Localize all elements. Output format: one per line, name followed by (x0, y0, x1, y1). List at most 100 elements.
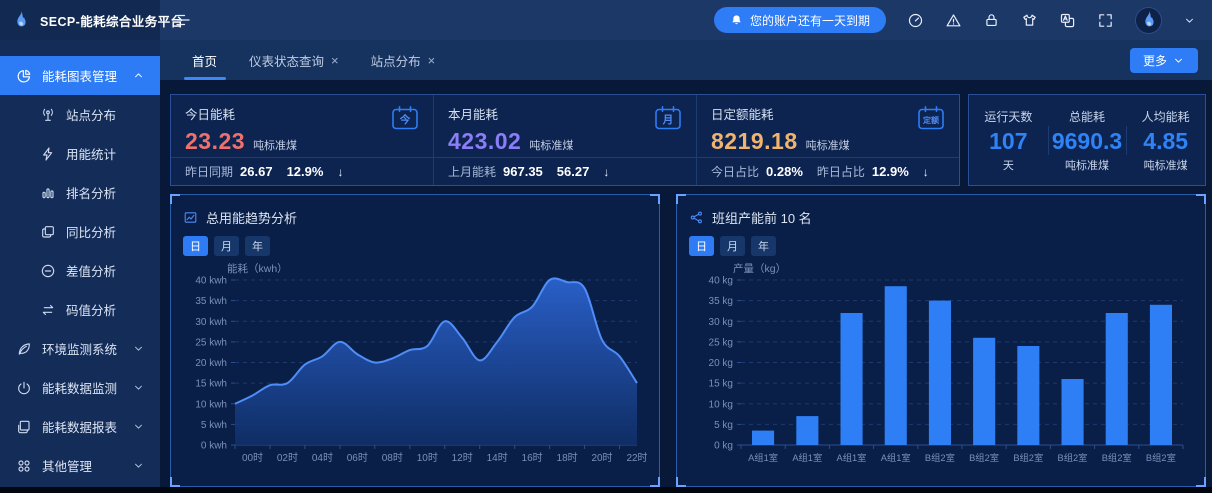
svg-text:今: 今 (399, 113, 411, 126)
line-chart-icon (183, 210, 198, 225)
svg-text:0 kg: 0 kg (714, 441, 733, 452)
svg-text:06时: 06时 (347, 452, 368, 464)
period-日-button[interactable]: 日 (183, 236, 208, 256)
sidebar-item-env-monitoring[interactable]: 环境监测系统 (0, 329, 160, 368)
footer-metric: 上月能耗 967.35 (448, 164, 543, 179)
svg-text:30 kwh: 30 kwh (195, 317, 227, 328)
translate-icon[interactable] (1059, 12, 1076, 29)
card-footer: 昨日同期 26.67 12.9% ↓ (171, 157, 433, 185)
card-unit: 吨标准煤 (253, 140, 298, 152)
avatar[interactable] (1135, 6, 1162, 34)
sidebar-item-difference-analysis[interactable]: 差值分析 (0, 251, 160, 290)
tab-meter-status[interactable]: 仪表状态查询 × (233, 40, 355, 80)
corner-accent (676, 194, 686, 204)
svg-text:0 kwh: 0 kwh (201, 441, 227, 452)
team-capacity-panel: 班组产能前 10 名日月年 0 kg 5 kg 10 kg 15 kg 20 kg 25 k… (676, 194, 1206, 487)
sidebar-item-energy-data-monitoring[interactable]: 能耗数据监测 (0, 368, 160, 407)
chevron-down-icon (132, 381, 148, 394)
sidebar-item-label: 站点分布 (66, 109, 117, 123)
chevron-down-icon[interactable] (1183, 14, 1196, 27)
svg-text:20 kwh: 20 kwh (195, 358, 227, 369)
sidebar-item-other-mgmt[interactable]: 其他管理 (0, 446, 160, 485)
summary-value: 107 (989, 127, 1028, 154)
daily-quota-energy-card: 日定额能耗 定额 8219.18 吨标准煤 今日占比 0.28% 昨日占比 12.9%… (696, 95, 959, 185)
tabs: 首页 仪表状态查询 × 站点分布 × (176, 40, 451, 80)
chevron-down-icon (132, 459, 148, 472)
chart-title: 总用能趋势分析 (206, 210, 298, 226)
brand-title: SECP-能耗综合业务平台 (40, 14, 184, 29)
svg-text:B组2室: B组2室 (925, 452, 955, 463)
period-年-button[interactable]: 年 (245, 236, 270, 256)
sidebar-item-energy-data-report[interactable]: 能耗数据报表 (0, 407, 160, 446)
svg-text:A组1室: A组1室 (748, 452, 778, 463)
card-value: 423.02 (448, 128, 522, 154)
chevron-down-icon (1172, 54, 1185, 67)
corner-accent (1196, 477, 1206, 487)
pie-chart-icon (16, 68, 32, 84)
sidebar-menu: 能耗图表管理站点分布用能统计排名分析同比分析 差值分析 码值分析环境监测系统能耗数据… (0, 56, 160, 493)
gauge-icon[interactable] (907, 12, 924, 29)
sidebar-item-code-value-analysis[interactable]: 码值分析 (0, 290, 160, 329)
menu-collapse-icon[interactable] (174, 11, 192, 29)
sidebar-item-energy-chart-mgmt[interactable]: 能耗图表管理 (0, 56, 160, 95)
header-actions (907, 12, 1114, 29)
card-top: 今日能耗 今 23.23 吨标准煤 (171, 95, 433, 157)
account-expiry-notice[interactable]: 您的账户还有一天到期 (713, 7, 886, 33)
period-日-button[interactable]: 日 (689, 236, 714, 256)
fullscreen-icon[interactable] (1097, 12, 1114, 29)
svg-text:12时: 12时 (452, 452, 473, 464)
shirt-icon[interactable] (1021, 12, 1038, 29)
tab-label: 首页 (192, 54, 218, 69)
summary-label: 人均能耗 (1141, 109, 1190, 124)
calendar-today-icon: 今 (391, 105, 419, 131)
sidebar-item-ranking-analysis[interactable]: 排名分析 (0, 173, 160, 212)
header-right: 您的账户还有一天到期 (713, 6, 1212, 34)
calendar-month-icon: 月 (654, 105, 682, 131)
tab-label: 仪表状态查询 (249, 54, 325, 69)
period-月-button[interactable]: 月 (720, 236, 745, 256)
team-capacity-chart: 0 kg 5 kg 10 kg 15 kg 20 kg 25 kg 30 kg 35 kg 40… (709, 262, 1184, 463)
card-top: 本月能耗 月 423.02 吨标准煤 (434, 95, 696, 157)
report-icon (16, 419, 32, 435)
card-value: 8219.18 (711, 128, 798, 154)
close-tab-icon[interactable]: × (427, 52, 436, 68)
svg-text:10时: 10时 (417, 452, 438, 464)
svg-text:5 kg: 5 kg (714, 420, 733, 431)
svg-text:B组2室: B组2室 (1146, 452, 1176, 463)
card-top: 日定额能耗 定额 8219.18 吨标准煤 (697, 95, 959, 157)
more-button[interactable]: 更多 (1129, 47, 1198, 73)
svg-text:B组2室: B组2室 (1058, 452, 1088, 463)
month-energy-card: 本月能耗 月 423.02 吨标准煤 上月能耗 967.35 56.27 ↓ (433, 95, 696, 185)
close-tab-icon[interactable]: × (331, 52, 339, 68)
flame-logo-icon (10, 9, 32, 31)
svg-text:能耗（kwh）: 能耗（kwh） (227, 262, 288, 275)
sidebar-item-label: 排名分析 (66, 187, 117, 201)
period-月-button[interactable]: 月 (214, 236, 239, 256)
period-年-button[interactable]: 年 (751, 236, 776, 256)
sidebar: 能耗图表管理站点分布用能统计排名分析同比分析 差值分析 码值分析环境监测系统能耗数据… (0, 40, 160, 493)
card-title: 日定额能耗 (711, 108, 774, 122)
swap-icon (40, 302, 56, 318)
tab-site-distribution[interactable]: 站点分布 × (355, 40, 452, 80)
sidebar-item-label: 能耗图表管理 (42, 70, 118, 84)
lock-icon[interactable] (983, 12, 1000, 29)
minus-circle-icon (40, 263, 56, 279)
svg-text:15 kg: 15 kg (709, 379, 733, 390)
period-toggle: 日月年 (689, 236, 1193, 256)
svg-text:15 kwh: 15 kwh (195, 379, 227, 390)
svg-text:B组2室: B组2室 (1013, 452, 1043, 463)
copy-icon (40, 224, 56, 240)
svg-text:08时: 08时 (382, 452, 403, 464)
sidebar-item-site-distribution[interactable]: 站点分布 (0, 95, 160, 134)
bar-chart-icon (40, 185, 56, 201)
grid-icon (16, 458, 32, 474)
sidebar-item-label: 环境监测系统 (42, 343, 118, 357)
corner-accent (676, 477, 686, 487)
tab-home[interactable]: 首页 (176, 40, 233, 80)
footer-metric: 12.9% (286, 164, 324, 179)
warning-icon[interactable] (945, 12, 962, 29)
sidebar-item-energy-statistics[interactable]: 用能统计 (0, 134, 160, 173)
lightning-icon (40, 146, 56, 162)
energy-trend-chart: 0 kwh 5 kwh 10 kwh 15 kwh 20 kwh 25 kwh 30 kwh… (195, 262, 647, 464)
sidebar-item-yoy-analysis[interactable]: 同比分析 (0, 212, 160, 251)
